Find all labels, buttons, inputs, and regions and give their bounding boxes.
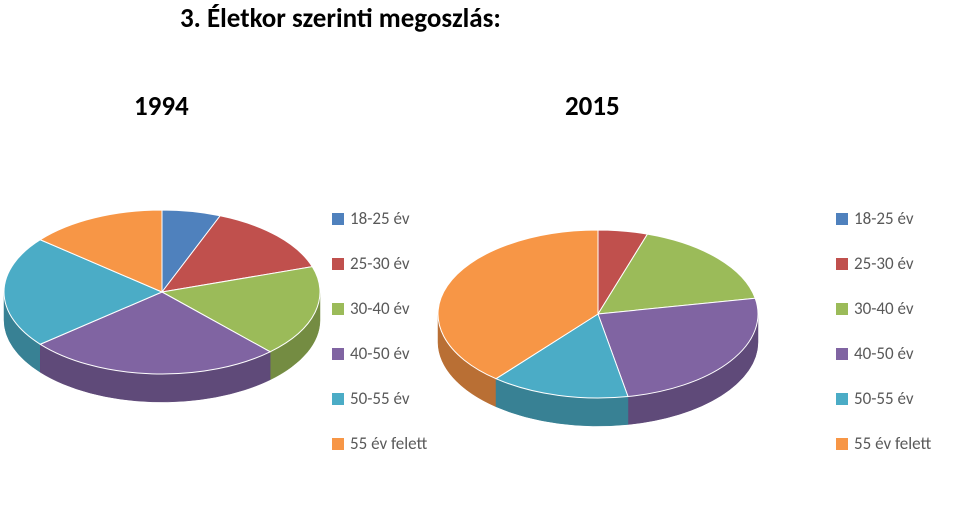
legend-swatch — [836, 213, 848, 225]
legend-item: 30-40 év — [836, 298, 931, 319]
legend-item: 40-50 év — [332, 343, 427, 364]
legend-label: 18-25 év — [854, 208, 914, 229]
page-title: 3. Életkor szerinti megoszlás: — [180, 2, 501, 35]
legend-item: 55 év felett — [836, 433, 931, 454]
legend-label: 25-30 év — [854, 253, 914, 274]
legend-label: 30-40 év — [350, 298, 410, 319]
legend-2015: 18-25 év 25-30 év 30-40 év 40-50 év 50-55 év… — [836, 208, 931, 478]
legend-label: 50-55 év — [350, 388, 410, 409]
pie-chart-2015 — [436, 228, 760, 428]
legend-label: 25-30 év — [350, 253, 410, 274]
legend-item: 25-30 év — [332, 253, 427, 274]
pie-chart-1994 — [2, 208, 322, 404]
legend-label: 55 év felett — [854, 433, 931, 454]
legend-swatch — [836, 258, 848, 270]
year-label-2015: 2015 — [565, 90, 620, 123]
year-label-1994: 1994 — [134, 90, 189, 123]
legend-swatch — [332, 438, 344, 450]
legend-swatch — [836, 393, 848, 405]
legend-swatch — [836, 438, 848, 450]
legend-label: 40-50 év — [350, 343, 410, 364]
legend-label: 30-40 év — [854, 298, 914, 319]
legend-label: 50-55 év — [854, 388, 914, 409]
legend-item: 25-30 év — [836, 253, 931, 274]
legend-label: 40-50 év — [854, 343, 914, 364]
legend-item: 55 év felett — [332, 433, 427, 454]
legend-swatch — [332, 393, 344, 405]
legend-item: 50-55 év — [836, 388, 931, 409]
legend-swatch — [836, 348, 848, 360]
legend-item: 40-50 év — [836, 343, 931, 364]
legend-label: 55 év felett — [350, 433, 427, 454]
legend-1994: 18-25 év 25-30 év 30-40 év 40-50 év 50-55 év… — [332, 208, 427, 478]
legend-item: 18-25 év — [332, 208, 427, 229]
legend-item: 30-40 év — [332, 298, 427, 319]
legend-swatch — [332, 348, 344, 360]
legend-swatch — [332, 258, 344, 270]
legend-label: 18-25 év — [350, 208, 410, 229]
legend-swatch — [332, 303, 344, 315]
legend-swatch — [332, 213, 344, 225]
legend-item: 50-55 év — [332, 388, 427, 409]
legend-swatch — [836, 303, 848, 315]
legend-item: 18-25 év — [836, 208, 931, 229]
